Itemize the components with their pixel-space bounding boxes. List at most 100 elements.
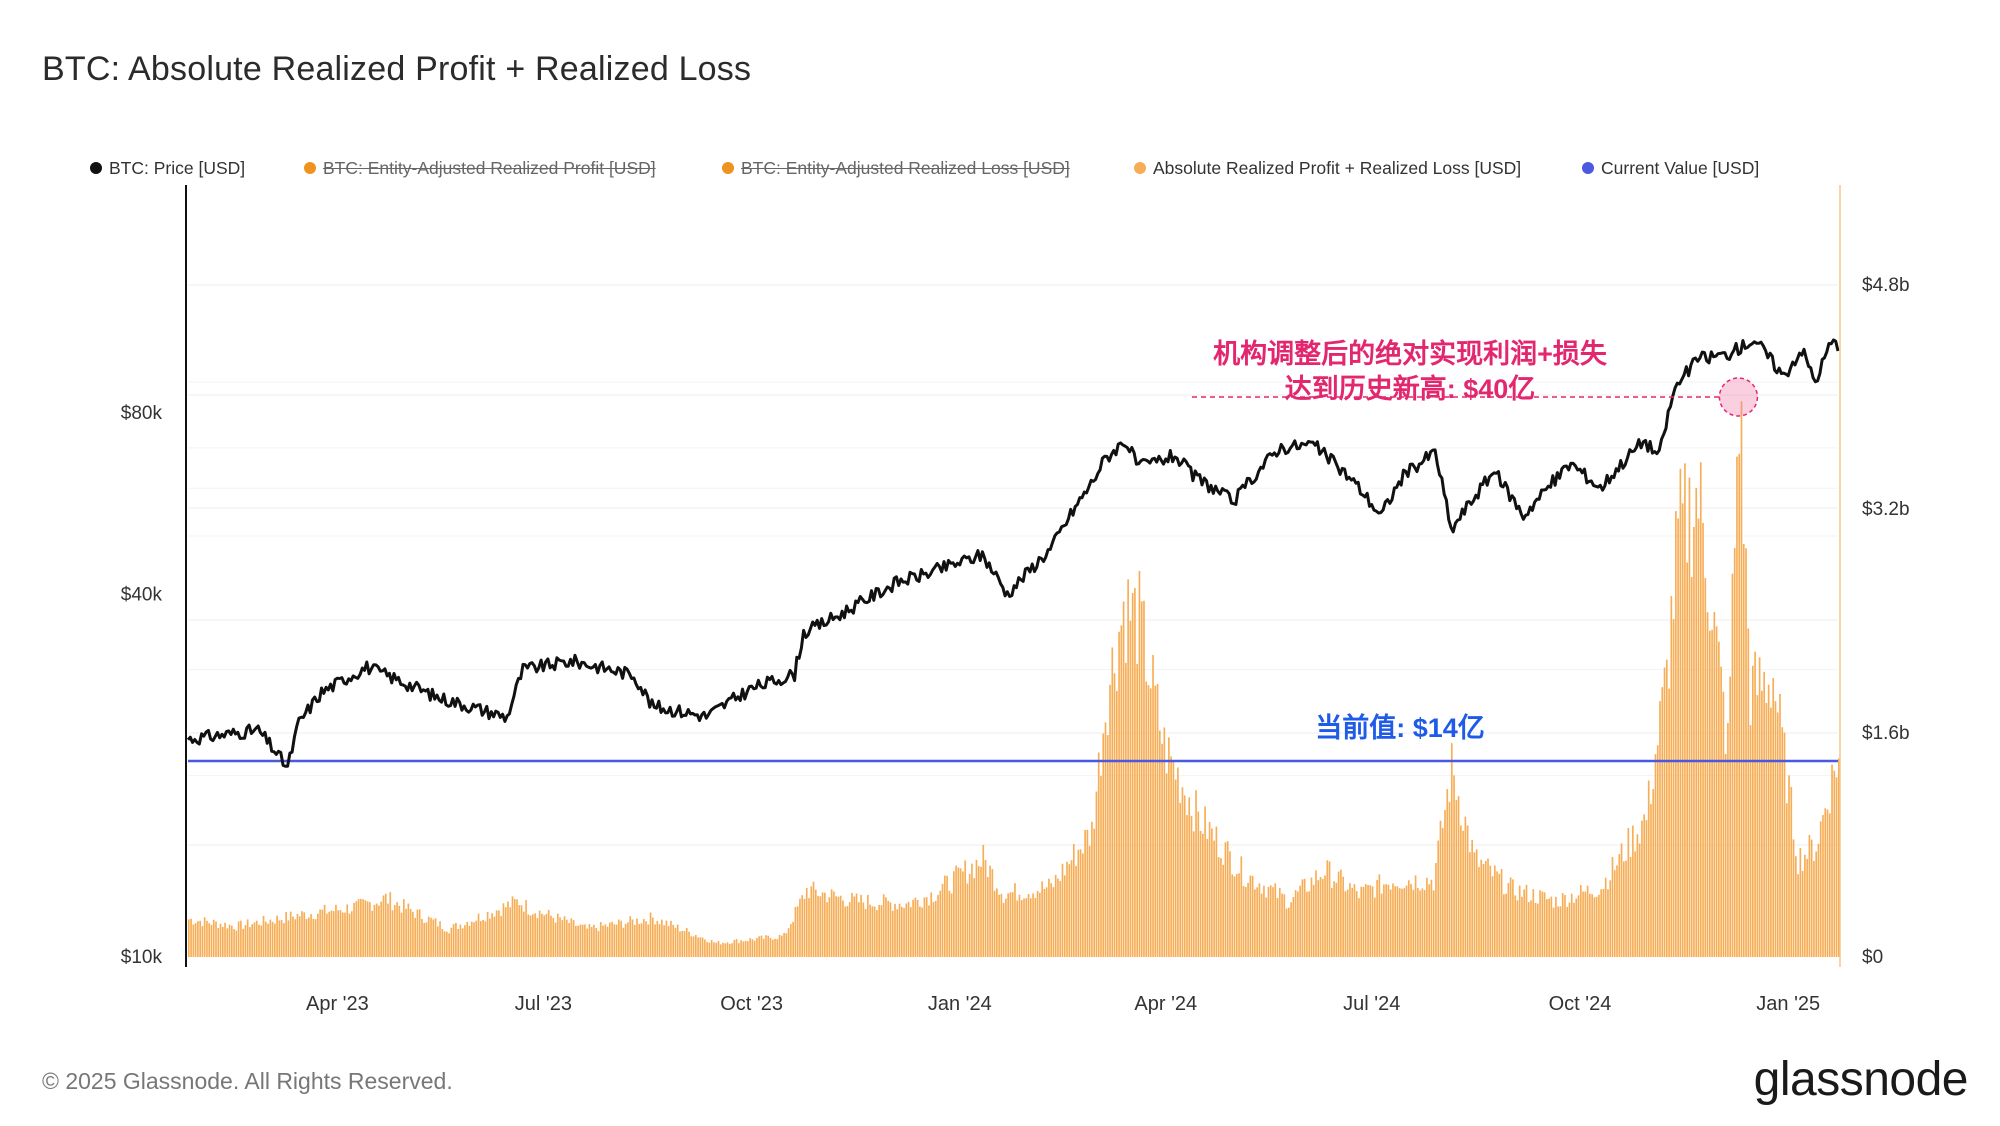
legend-item-realized-loss[interactable]: BTC: Entity-Adjusted Realized Loss [USD] [722, 158, 1134, 179]
bar [636, 918, 638, 957]
bar [380, 901, 383, 957]
bar [611, 921, 613, 957]
bar [332, 911, 335, 957]
bar [427, 916, 430, 957]
bar [1075, 865, 1077, 957]
bar [1715, 626, 1718, 957]
bar [1484, 860, 1487, 957]
bar [1464, 816, 1467, 957]
bar [577, 925, 579, 957]
bar [461, 928, 464, 957]
legend-item-price[interactable]: BTC: Price [USD] [90, 158, 304, 179]
bar [1226, 841, 1229, 957]
bar [907, 901, 910, 957]
bar [418, 909, 421, 957]
bar [1254, 889, 1256, 957]
bar [346, 904, 349, 957]
bar [885, 897, 887, 957]
bar [504, 907, 507, 957]
bar [1136, 664, 1139, 957]
bar [231, 925, 233, 957]
bar [1306, 891, 1308, 957]
bar [1620, 843, 1623, 957]
bar [1838, 758, 1840, 957]
legend-item-absolute-sum[interactable]: Absolute Realized Profit + Realized Loss… [1134, 158, 1582, 179]
left-tick-label: $80k [121, 403, 163, 424]
bar [188, 919, 190, 957]
bar [1321, 878, 1324, 957]
bar [679, 931, 681, 957]
bar [1493, 865, 1496, 957]
bar [1118, 631, 1120, 957]
bar [701, 937, 704, 957]
bar [1790, 786, 1793, 957]
bar [1079, 849, 1082, 957]
bar [414, 917, 416, 957]
x-tick-label: Jan '24 [928, 993, 992, 1015]
bar [1532, 889, 1535, 957]
legend-label: Current Value [USD] [1601, 157, 1760, 178]
bar [887, 900, 890, 957]
bar [1435, 863, 1437, 957]
bar [1398, 888, 1401, 957]
bar [1713, 612, 1716, 957]
bar [1498, 873, 1501, 957]
bar [1206, 838, 1209, 957]
bar [688, 931, 690, 957]
bar [1274, 883, 1277, 957]
bar [792, 921, 794, 957]
legend-item-realized-profit[interactable]: BTC: Entity-Adjusted Realized Profit [US… [304, 158, 722, 179]
bar [683, 931, 686, 957]
bar [1586, 885, 1589, 957]
bar [1122, 601, 1125, 957]
bar [1699, 462, 1702, 957]
bar [1448, 801, 1451, 957]
bar [1335, 882, 1338, 957]
legend-marker [1582, 162, 1594, 174]
bar [1593, 897, 1596, 957]
bar [1106, 735, 1109, 957]
bar [665, 920, 668, 957]
bar [221, 926, 224, 957]
bar [1672, 619, 1675, 957]
bar [1000, 893, 1003, 957]
bar [1659, 701, 1661, 957]
bar [1747, 628, 1750, 957]
bar [305, 919, 308, 957]
bar [219, 923, 222, 957]
bar [513, 899, 516, 957]
legend-item-current-value[interactable]: Current Value [USD] [1582, 158, 1759, 179]
bar [255, 920, 258, 957]
bar [1168, 737, 1170, 957]
bar [484, 921, 487, 957]
bar [1629, 856, 1632, 957]
bar [719, 944, 722, 957]
bar [1403, 888, 1406, 957]
bar [1020, 900, 1023, 957]
bar [1018, 894, 1021, 957]
bar [1138, 570, 1141, 957]
bar [1808, 834, 1811, 957]
bar [425, 922, 428, 957]
bar [638, 924, 641, 957]
bar [667, 926, 670, 957]
bar [1738, 453, 1741, 957]
bar [1733, 547, 1736, 957]
bar [620, 920, 622, 957]
bar [1453, 775, 1455, 957]
bar [1749, 725, 1752, 957]
bar [869, 904, 871, 957]
bar [1568, 902, 1571, 957]
left-axis-ticks: $10k $40k $80k [121, 403, 163, 968]
bar [608, 922, 611, 957]
bar [396, 902, 398, 957]
bar [1394, 886, 1397, 957]
bar [672, 924, 675, 957]
bar [1201, 833, 1204, 957]
bar [1550, 896, 1553, 957]
bar [1263, 885, 1265, 957]
bar [991, 869, 994, 957]
bar [1591, 894, 1593, 957]
bar [925, 897, 928, 957]
bar [1077, 849, 1080, 957]
